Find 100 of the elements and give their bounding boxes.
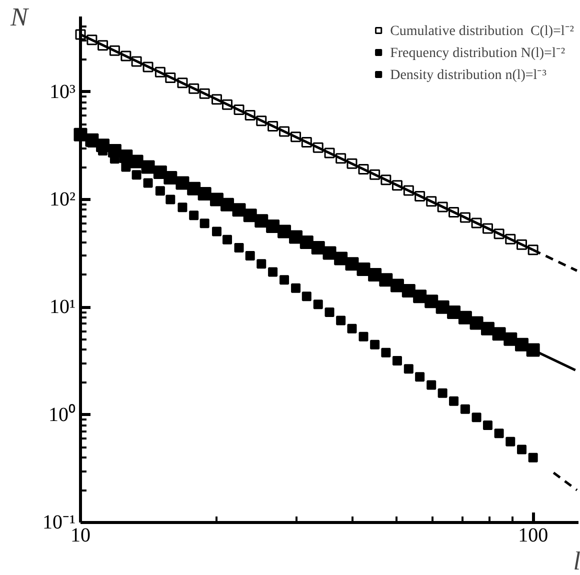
point bbox=[165, 72, 176, 83]
point bbox=[515, 338, 528, 352]
point bbox=[142, 62, 154, 72]
legend-label: Cumulative distribution C(l)=l⁻² bbox=[390, 23, 574, 40]
point bbox=[130, 154, 144, 168]
point bbox=[266, 219, 280, 233]
legend-label: Frequency distribution N(l)=l⁻² bbox=[390, 45, 566, 62]
point bbox=[358, 164, 369, 174]
point bbox=[143, 178, 153, 188]
point bbox=[415, 372, 425, 382]
point bbox=[334, 252, 348, 266]
legend-label: Density distribution n(l)=l⁻³ bbox=[390, 67, 546, 84]
point bbox=[448, 207, 460, 218]
point bbox=[480, 322, 494, 336]
point bbox=[370, 340, 380, 350]
point bbox=[414, 191, 426, 202]
point bbox=[470, 316, 484, 330]
point bbox=[164, 171, 178, 185]
point bbox=[438, 388, 448, 398]
point bbox=[220, 198, 234, 212]
point bbox=[279, 126, 290, 137]
point bbox=[324, 148, 335, 158]
point bbox=[232, 203, 246, 217]
point bbox=[526, 343, 540, 357]
point bbox=[347, 324, 357, 334]
point bbox=[472, 412, 482, 422]
point bbox=[504, 332, 518, 346]
point bbox=[460, 212, 470, 223]
point bbox=[222, 99, 233, 110]
point bbox=[482, 223, 493, 234]
point bbox=[234, 104, 244, 116]
point bbox=[109, 45, 120, 56]
point bbox=[402, 284, 416, 298]
point bbox=[380, 174, 392, 186]
point bbox=[482, 420, 492, 430]
point bbox=[243, 208, 257, 222]
point bbox=[120, 50, 132, 62]
point bbox=[311, 241, 325, 254]
y-tick-label: 10² bbox=[50, 188, 76, 210]
point bbox=[426, 196, 437, 207]
point bbox=[437, 202, 448, 212]
point bbox=[336, 153, 346, 164]
point bbox=[302, 292, 312, 302]
point bbox=[198, 186, 212, 200]
point bbox=[154, 66, 166, 78]
point bbox=[98, 40, 108, 51]
point bbox=[141, 160, 155, 174]
point bbox=[188, 83, 200, 94]
point bbox=[177, 78, 188, 88]
point bbox=[492, 327, 506, 341]
point bbox=[166, 194, 176, 204]
point bbox=[516, 239, 527, 250]
point bbox=[178, 202, 188, 212]
point bbox=[392, 180, 402, 191]
point bbox=[244, 110, 256, 121]
point bbox=[200, 218, 210, 228]
point bbox=[494, 428, 504, 438]
point bbox=[505, 234, 516, 244]
point bbox=[86, 34, 98, 46]
point bbox=[155, 186, 165, 196]
point bbox=[189, 210, 199, 220]
point bbox=[121, 162, 131, 172]
point bbox=[322, 246, 336, 260]
y-tick-label: 10¹ bbox=[50, 296, 76, 318]
y-tick-label: 10⁰ bbox=[48, 402, 76, 426]
point bbox=[494, 228, 504, 240]
point bbox=[268, 267, 278, 277]
point bbox=[211, 94, 222, 105]
point bbox=[268, 120, 278, 132]
point bbox=[379, 273, 393, 287]
point bbox=[212, 226, 222, 236]
x-tick-label: 100 bbox=[518, 524, 548, 546]
point bbox=[426, 380, 436, 390]
point bbox=[370, 169, 380, 180]
point bbox=[312, 142, 324, 153]
point bbox=[517, 444, 526, 454]
point bbox=[176, 176, 190, 190]
point bbox=[199, 88, 210, 99]
point bbox=[447, 306, 461, 320]
point bbox=[256, 259, 266, 269]
point bbox=[506, 436, 516, 446]
point bbox=[234, 243, 244, 252]
point bbox=[132, 170, 142, 180]
point bbox=[346, 158, 358, 169]
point bbox=[449, 396, 459, 406]
point bbox=[301, 136, 312, 148]
y-axis-title: N bbox=[10, 2, 30, 32]
point bbox=[254, 214, 268, 228]
point bbox=[403, 185, 414, 196]
point bbox=[256, 116, 267, 126]
point bbox=[300, 236, 314, 250]
point bbox=[324, 308, 334, 318]
point bbox=[313, 300, 323, 310]
point bbox=[458, 310, 472, 324]
point bbox=[528, 452, 538, 462]
point bbox=[460, 404, 470, 414]
point bbox=[280, 275, 290, 285]
point bbox=[471, 218, 482, 228]
point bbox=[278, 224, 292, 238]
point bbox=[291, 283, 301, 293]
